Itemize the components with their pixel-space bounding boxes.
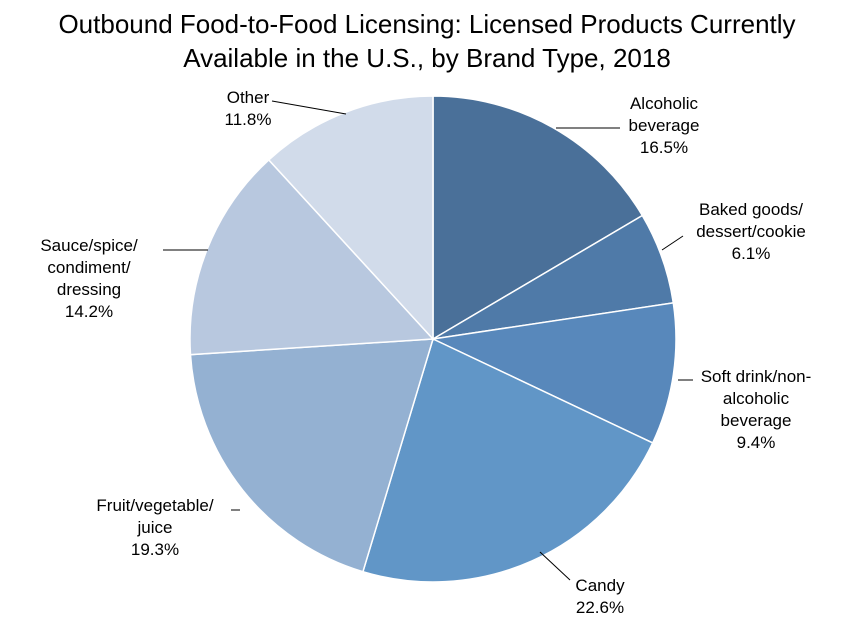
slice-category-label: Soft drink/non- (701, 367, 812, 386)
slice-category-label: beverage (629, 116, 700, 135)
slice-category-label: Baked goods/ (699, 200, 803, 219)
slice-labels: Alcoholic beverage 16.5% Baked goods/desser… (40, 88, 811, 617)
slice-value-label: 6.1% (732, 244, 771, 263)
slice-category-label: Sauce/spice/ (40, 236, 138, 255)
pie-slices (189, 95, 677, 583)
chart-title-line-2: Available in the U.S., by Brand Type, 20… (183, 43, 671, 73)
slice-category-label: dessert/cookie (696, 222, 806, 241)
slice-category-label: alcoholic (723, 389, 790, 408)
slice-category-label: Alcoholic (630, 94, 699, 113)
leader-line (539, 551, 571, 581)
slice-value-label: 11.8% (225, 110, 272, 129)
pie-slice (362, 337, 654, 583)
slice-category-label: beverage (721, 411, 792, 430)
slice-value-label: 9.4% (737, 433, 776, 452)
leader-line (661, 235, 684, 251)
slice-category-label: condiment/ (47, 258, 130, 277)
pie-slice (430, 301, 677, 444)
pie-slice (432, 95, 644, 341)
slice-value-label: 16.5% (640, 138, 688, 157)
slice-value-label: 14.2% (65, 302, 113, 321)
slice-value-label: 19.3% (131, 540, 179, 559)
slice-category-label: Fruit/vegetable/ (96, 496, 213, 515)
pie-slice (189, 338, 435, 573)
chart-title-line-1: Outbound Food-to-Food Licensing: License… (58, 9, 796, 39)
slice-value-label: 22.6% (576, 598, 624, 617)
leader-line (271, 100, 347, 115)
slice-category-label: dressing (57, 280, 121, 299)
slice-category-label: juice (137, 518, 173, 537)
label-leader-lines (163, 100, 693, 581)
slice-category-label: Candy (575, 576, 625, 595)
pie-slice (189, 158, 435, 356)
slice-category-label: Other (227, 88, 270, 107)
pie-slice (267, 95, 434, 341)
